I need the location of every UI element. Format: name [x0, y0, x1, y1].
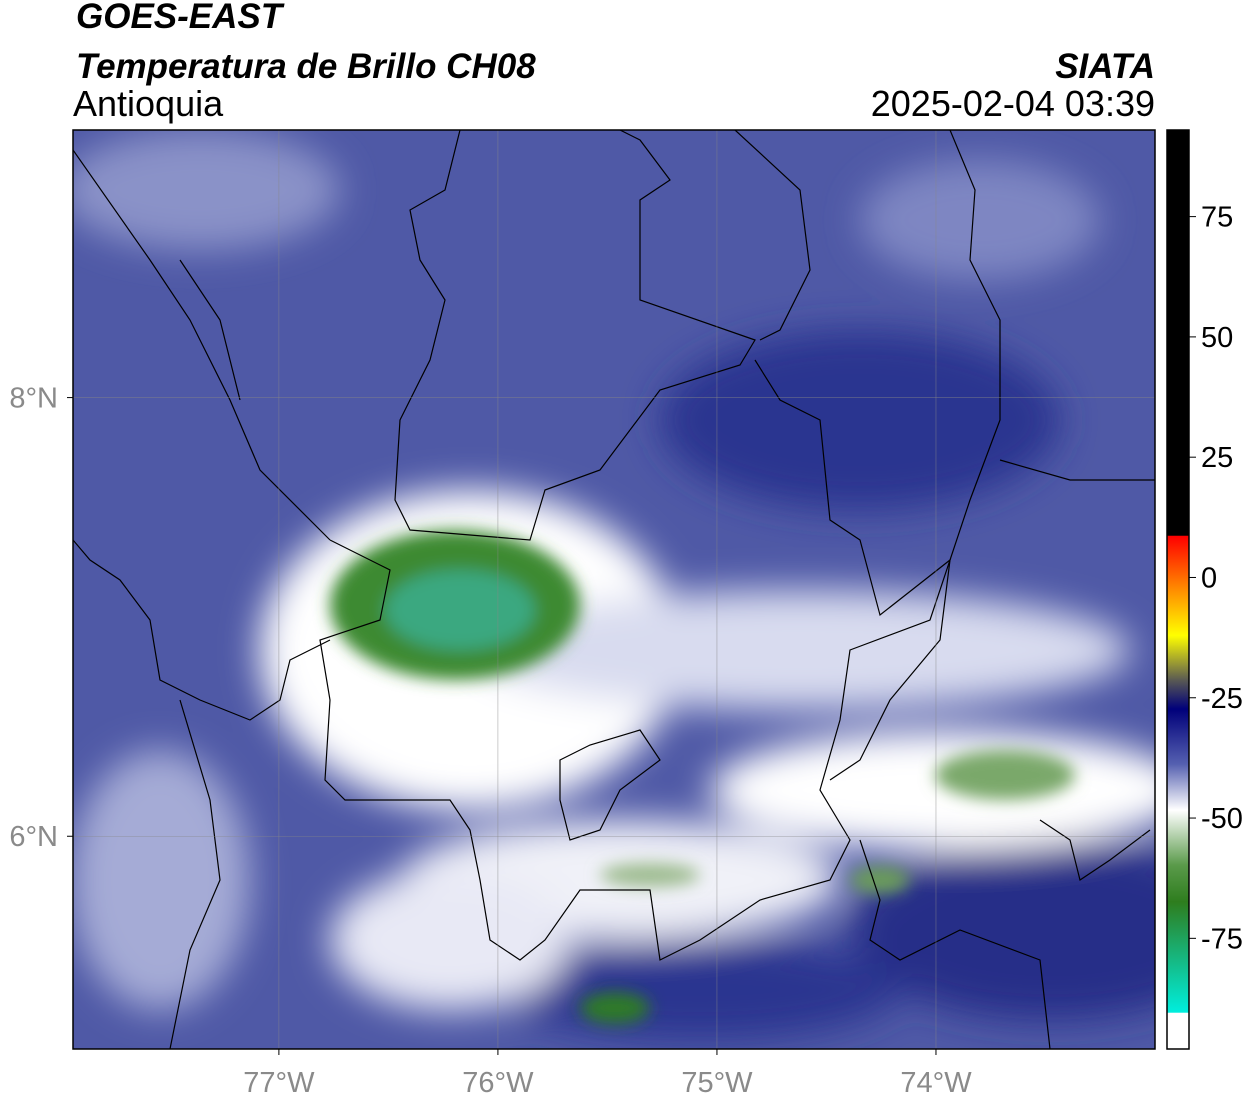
- satellite-image: [73, 130, 1155, 1049]
- border: [734, 130, 1001, 781]
- datetime: 2025-02-04 03:39: [871, 83, 1155, 124]
- x-tick-label: 75°W: [681, 1067, 753, 1099]
- border: [559, 459, 1155, 1049]
- colorbar-tick-label: 50: [1201, 322, 1233, 354]
- border: [394, 130, 756, 541]
- colorbar: [1166, 129, 1190, 1050]
- title: GOES-EAST: [76, 0, 285, 36]
- y-tick-label: 8°N: [9, 383, 58, 415]
- border: [319, 359, 952, 961]
- y-tick-label: 6°N: [9, 821, 58, 853]
- colorbar-tick-label: 25: [1201, 442, 1233, 474]
- subtitle: Temperatura de Brillo CH08: [76, 47, 536, 86]
- colorbar-tick-label: 0: [1201, 562, 1217, 594]
- source: SIATA: [1055, 47, 1155, 86]
- colorbar-tick-label: -75: [1201, 923, 1243, 955]
- border: [73, 149, 331, 1049]
- colorbar-tick-label: -25: [1201, 683, 1243, 715]
- x-tick-label: 76°W: [462, 1067, 534, 1099]
- region: Antioquia: [73, 83, 224, 124]
- grid: [73, 130, 1155, 1049]
- colorbar-tick-label: -50: [1201, 803, 1243, 835]
- x-tick-label: 74°W: [900, 1067, 972, 1099]
- map-frame: [72, 129, 1156, 1050]
- x-tick-label: 77°W: [243, 1067, 315, 1099]
- colorbar-tick-label: 75: [1201, 202, 1233, 234]
